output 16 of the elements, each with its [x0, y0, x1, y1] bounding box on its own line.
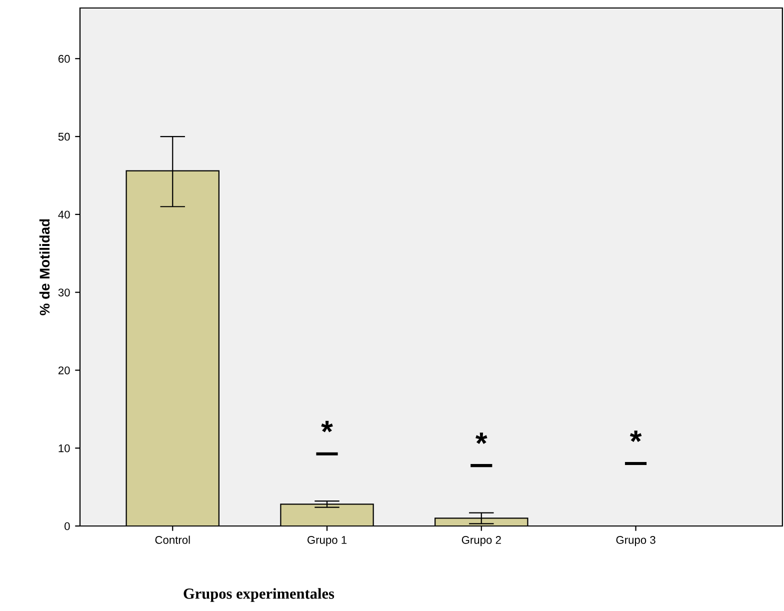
annotation: *	[321, 420, 333, 432]
x-tick-label: Grupo 1	[307, 536, 347, 546]
x-tick-label: Grupo 3	[616, 536, 656, 546]
x-axis-title: Grupos experimentales	[184, 588, 334, 602]
x-tick-label: Control	[155, 536, 190, 544]
annotation: *	[630, 430, 642, 442]
x-tick-label: Grupo 2	[462, 536, 501, 546]
y-tick-label: 30	[58, 288, 70, 296]
y-tick-label: 60	[58, 54, 70, 63]
y-tick-label: 20	[58, 366, 70, 374]
y-tick-label: 0	[64, 522, 70, 530]
annotation: *	[476, 432, 488, 444]
y-axis-title: % de Motilidad	[39, 219, 50, 316]
y-tick-label: 40	[58, 210, 70, 219]
y-tick-label: 10	[58, 444, 70, 452]
y-tick-label: 50	[58, 132, 70, 141]
